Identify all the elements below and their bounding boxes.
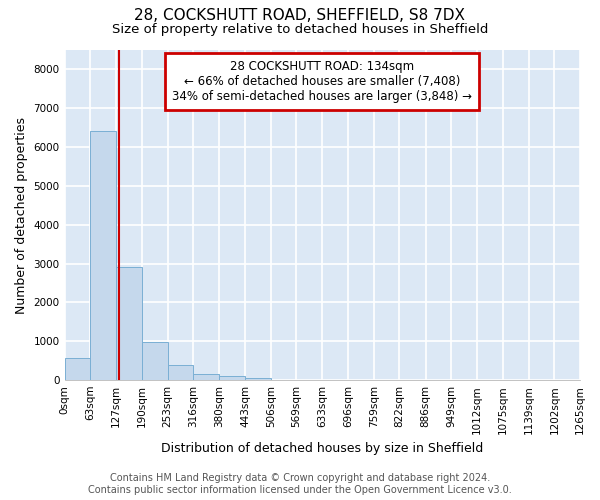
Bar [220, 376, 245, 380]
Bar [90, 131, 116, 380]
Bar [142, 342, 167, 380]
Text: 28, COCKSHUTT ROAD, SHEFFIELD, S8 7DX: 28, COCKSHUTT ROAD, SHEFFIELD, S8 7DX [134, 8, 466, 22]
Text: 28 COCKSHUTT ROAD: 134sqm
← 66% of detached houses are smaller (7,408)
34% of se: 28 COCKSHUTT ROAD: 134sqm ← 66% of detac… [172, 60, 472, 103]
Bar [167, 366, 193, 380]
Bar [193, 374, 219, 380]
Y-axis label: Number of detached properties: Number of detached properties [15, 116, 28, 314]
Bar [65, 358, 90, 380]
Bar [245, 378, 271, 380]
Text: Size of property relative to detached houses in Sheffield: Size of property relative to detached ho… [112, 22, 488, 36]
Bar [116, 266, 142, 380]
X-axis label: Distribution of detached houses by size in Sheffield: Distribution of detached houses by size … [161, 442, 484, 455]
Text: Contains HM Land Registry data © Crown copyright and database right 2024.
Contai: Contains HM Land Registry data © Crown c… [88, 474, 512, 495]
